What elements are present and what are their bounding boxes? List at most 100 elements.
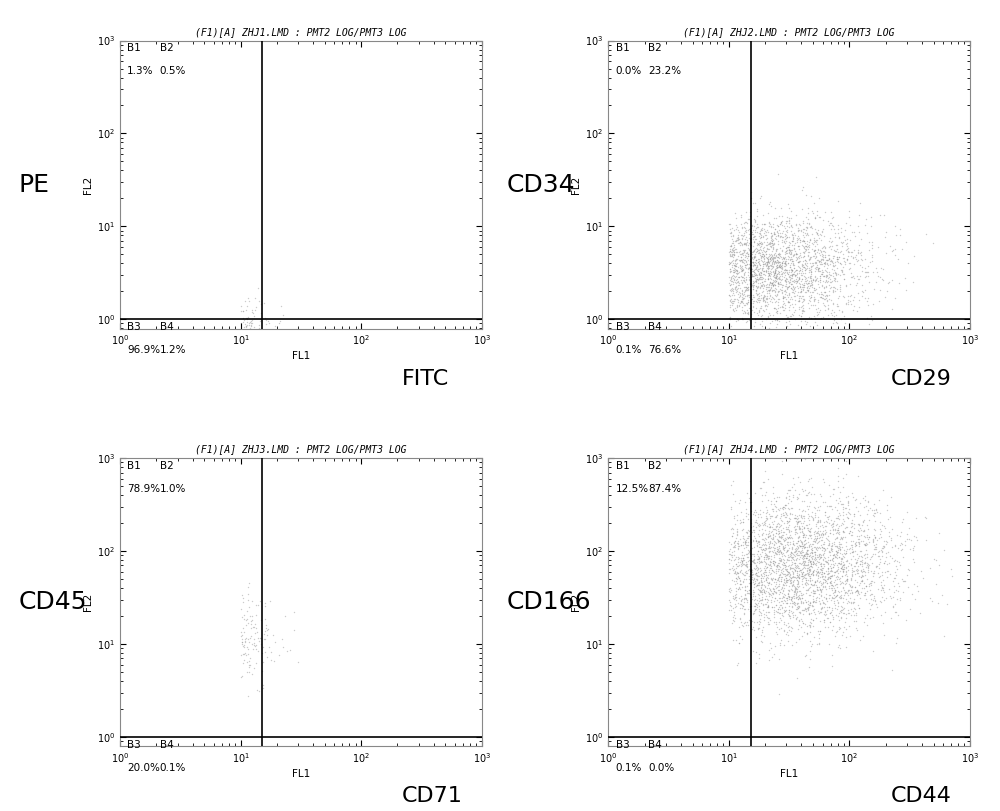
Point	[877, 290, 893, 303]
Point	[859, 538, 875, 551]
Point	[760, 605, 776, 618]
Point	[835, 566, 851, 579]
Point	[805, 249, 821, 262]
Point	[732, 260, 748, 272]
Point	[759, 242, 775, 255]
Point	[758, 566, 774, 579]
Point	[751, 226, 767, 239]
Point	[874, 518, 890, 531]
Point	[742, 600, 758, 613]
Point	[771, 547, 787, 560]
Point	[763, 532, 779, 545]
Point	[761, 217, 777, 230]
Point	[724, 275, 740, 288]
Point	[747, 556, 763, 569]
Point	[794, 523, 810, 536]
Point	[742, 558, 758, 571]
Point	[809, 526, 825, 539]
Point	[764, 536, 780, 549]
Point	[277, 610, 293, 623]
Point	[850, 585, 866, 598]
Point	[775, 529, 791, 542]
Point	[860, 495, 876, 508]
Point	[813, 588, 829, 601]
Point	[737, 565, 753, 578]
Point	[896, 574, 912, 587]
Point	[823, 500, 839, 513]
Point	[769, 545, 785, 558]
Point	[811, 607, 827, 620]
Point	[789, 558, 805, 571]
Point	[812, 271, 828, 284]
Point	[787, 560, 803, 573]
Point	[778, 286, 794, 299]
Point	[750, 511, 766, 524]
Point	[820, 258, 836, 271]
Point	[788, 591, 804, 604]
Point	[753, 238, 769, 251]
Point	[863, 576, 879, 589]
Point	[768, 586, 784, 599]
Point	[767, 252, 783, 265]
Point	[764, 525, 780, 538]
Point	[829, 545, 845, 558]
Point	[906, 540, 922, 553]
Point	[798, 188, 814, 201]
Point	[808, 283, 824, 296]
Point	[741, 272, 757, 285]
Point	[770, 572, 786, 585]
Point	[801, 275, 817, 288]
Point	[774, 586, 790, 599]
Point	[763, 561, 779, 574]
Y-axis label: FL2: FL2	[571, 593, 581, 611]
Point	[847, 573, 863, 586]
Point	[801, 607, 817, 620]
Point	[727, 597, 743, 610]
Point	[785, 258, 801, 271]
Point	[851, 535, 867, 548]
Point	[753, 540, 769, 553]
Point	[789, 597, 805, 610]
Point	[781, 567, 797, 580]
Point	[729, 267, 745, 280]
Point	[817, 573, 833, 586]
Point	[812, 624, 828, 637]
Point	[825, 256, 841, 269]
Point	[772, 555, 788, 568]
Point	[244, 314, 260, 327]
Point	[790, 599, 806, 612]
Point	[799, 278, 815, 291]
Point	[855, 285, 871, 298]
Point	[860, 562, 876, 575]
Point	[832, 246, 848, 259]
Point	[763, 571, 779, 584]
Point	[777, 285, 793, 298]
Point	[786, 286, 802, 299]
Point	[765, 571, 781, 584]
Point	[787, 526, 803, 539]
Point	[851, 301, 867, 314]
Point	[807, 540, 823, 553]
Point	[855, 629, 871, 642]
Point	[746, 269, 762, 282]
Point	[807, 530, 823, 543]
Point	[764, 237, 780, 250]
Point	[236, 612, 252, 625]
Point	[728, 590, 744, 603]
Point	[850, 243, 866, 256]
Point	[770, 256, 786, 269]
Point	[768, 617, 784, 630]
Point	[838, 547, 854, 560]
Point	[764, 230, 780, 242]
Point	[736, 304, 752, 317]
Point	[737, 259, 753, 272]
Point	[753, 564, 769, 577]
Point	[785, 230, 801, 243]
Point	[767, 222, 783, 235]
Point	[810, 556, 826, 569]
Point	[788, 587, 804, 600]
Point	[743, 252, 759, 265]
Point	[737, 615, 753, 628]
Point	[835, 261, 851, 274]
Point	[877, 521, 893, 534]
